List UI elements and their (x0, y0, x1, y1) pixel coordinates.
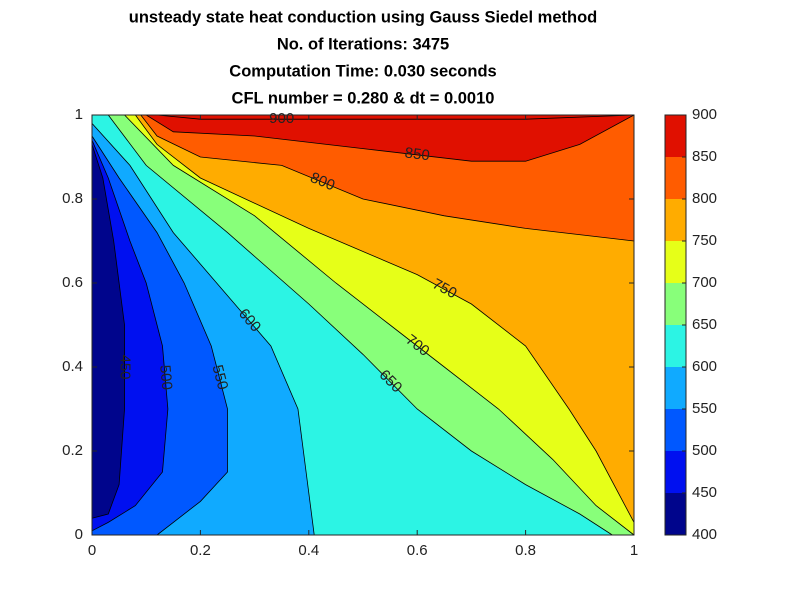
contour-line (91, 123, 315, 536)
contour-line (91, 135, 228, 536)
chart-title: Computation Time: 0.030 seconds (229, 62, 496, 80)
contour-label: 450 (117, 354, 134, 379)
y-tick-label: 0.6 (62, 274, 83, 291)
colorbar-band (665, 115, 686, 157)
colorbar-tick-label: 450 (692, 484, 717, 501)
colorbar-tick-label: 500 (692, 442, 717, 459)
contour-label: 900 (269, 110, 294, 127)
chart-title: No. of Iterations: 3475 (277, 35, 449, 53)
colorbar-band (665, 157, 686, 199)
contour-line (91, 140, 169, 532)
x-tick-label: 0.4 (298, 542, 319, 559)
contour-line (145, 114, 635, 162)
y-tick-label: 0.8 (62, 190, 83, 207)
contour-label: 850 (404, 144, 431, 164)
colorbar-tick-label: 650 (692, 316, 717, 333)
x-tick-label: 0 (88, 542, 96, 559)
colorbar-band (665, 325, 686, 367)
contour-line (124, 114, 635, 536)
colorbar-tick-label: 850 (692, 148, 717, 165)
y-tick-label: 0.4 (62, 358, 83, 375)
colorbar-band (665, 241, 686, 283)
contour-label: 550 (209, 363, 232, 391)
colorbar-tick-label: 600 (692, 358, 717, 375)
x-tick-label: 0.2 (190, 542, 211, 559)
contour-line (135, 114, 635, 523)
chart-title: CFL number = 0.280 & dt = 0.0010 (232, 89, 495, 107)
contour-line (91, 144, 125, 519)
colorbar-tick-label: 750 (692, 232, 717, 249)
x-tick-label: 0.6 (407, 542, 428, 559)
colorbar-band (665, 451, 686, 493)
colorbar-band (665, 283, 686, 325)
contour-line (140, 114, 635, 242)
colorbar-band (665, 199, 686, 241)
contour-band (92, 144, 125, 535)
colorbar-band (665, 409, 686, 451)
chart-title: unsteady state heat conduction using Gau… (129, 8, 598, 26)
contour-line (157, 114, 635, 120)
contour-line (107, 114, 613, 536)
axes-box (91, 114, 635, 536)
colorbar-tick-label: 800 (692, 190, 717, 207)
y-tick-label: 0.2 (62, 442, 83, 459)
colorbar-band (665, 367, 686, 409)
y-tick-label: 0 (75, 526, 83, 543)
x-tick-label: 0.8 (515, 542, 536, 559)
contour-label: 500 (156, 364, 175, 390)
colorbar-tick-label: 900 (692, 106, 717, 123)
colorbar-tick-label: 550 (692, 400, 717, 417)
colorbar-band (665, 493, 686, 535)
colorbar-tick-label: 700 (692, 274, 717, 291)
colorbar-tick-label: 400 (692, 526, 717, 543)
x-tick-label: 1 (630, 542, 638, 559)
y-tick-label: 1 (75, 106, 83, 123)
